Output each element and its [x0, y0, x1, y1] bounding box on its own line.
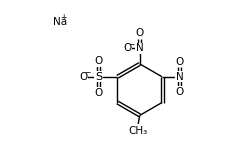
Text: O: O	[175, 57, 184, 67]
Text: O: O	[94, 56, 102, 66]
Text: −: −	[128, 40, 135, 49]
Text: CH₃: CH₃	[128, 126, 148, 136]
Text: Na: Na	[53, 17, 67, 27]
Text: O: O	[175, 87, 184, 97]
Text: O: O	[94, 87, 102, 98]
Text: N: N	[136, 43, 144, 53]
Text: −: −	[84, 69, 91, 78]
Text: O: O	[124, 43, 132, 53]
Text: +: +	[61, 13, 67, 22]
Text: S: S	[95, 72, 102, 82]
Text: N: N	[176, 72, 183, 82]
Text: O: O	[80, 72, 88, 82]
Text: O: O	[136, 28, 144, 38]
